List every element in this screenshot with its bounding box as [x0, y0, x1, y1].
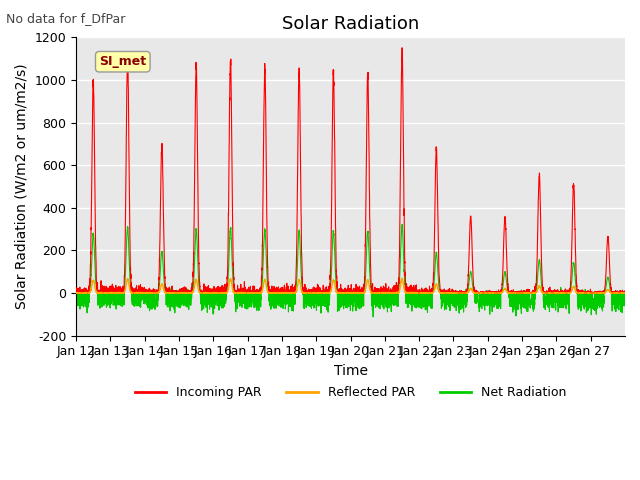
Y-axis label: Solar Radiation (W/m2 or um/m2/s): Solar Radiation (W/m2 or um/m2/s): [15, 64, 29, 309]
Text: SI_met: SI_met: [99, 55, 147, 68]
X-axis label: Time: Time: [333, 364, 367, 378]
Title: Solar Radiation: Solar Radiation: [282, 15, 419, 33]
Text: No data for f_DfPar: No data for f_DfPar: [6, 12, 126, 25]
Legend: Incoming PAR, Reflected PAR, Net Radiation: Incoming PAR, Reflected PAR, Net Radiati…: [129, 381, 572, 404]
